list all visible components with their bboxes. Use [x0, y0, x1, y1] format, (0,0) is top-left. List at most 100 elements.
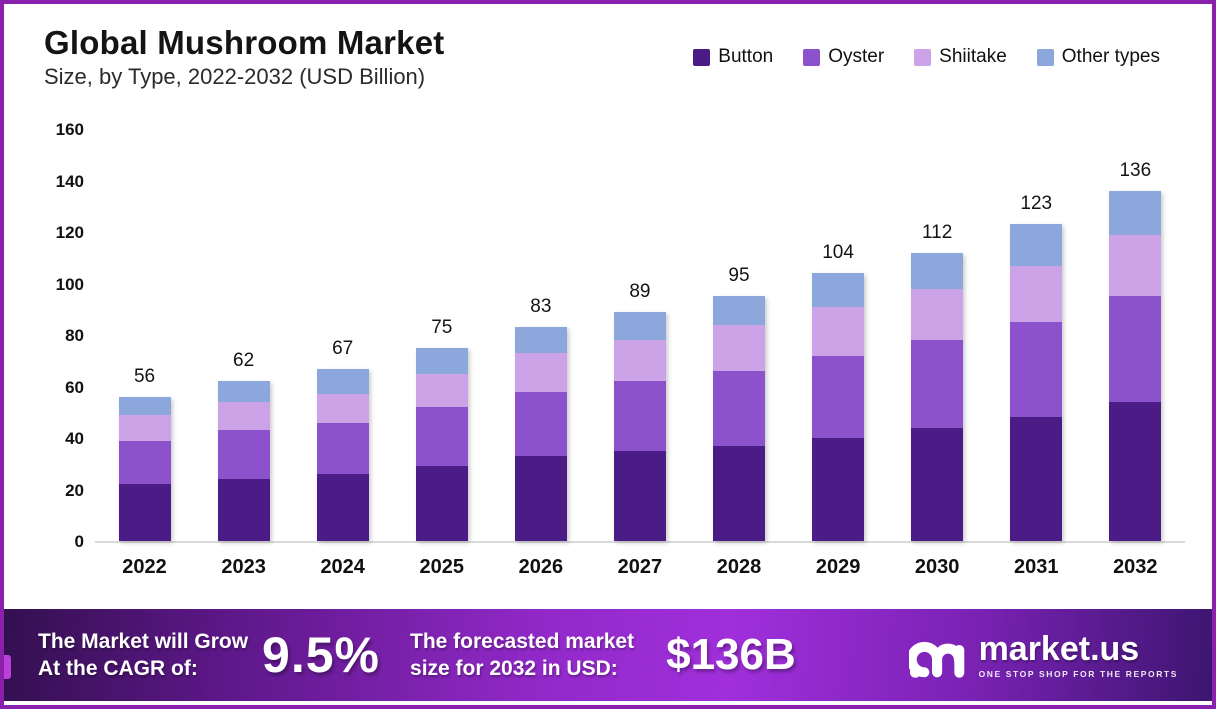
bar-segment [217, 381, 270, 402]
legend-label: Shiitake [939, 46, 1007, 67]
bar-column: 83 [514, 131, 567, 541]
y-tick-label: 140 [55, 171, 84, 191]
bar-column: 136 [1109, 131, 1162, 541]
x-tick-label: 2025 [419, 556, 465, 578]
cagr-label-line1: The Market will Grow [38, 629, 249, 653]
bar-segment [514, 391, 567, 457]
bar-column: 75 [415, 131, 468, 541]
bar-column: 104 [812, 131, 865, 541]
x-tick-label: 2023 [221, 556, 266, 578]
bar-stack [415, 347, 468, 541]
bar-segment [613, 340, 666, 382]
brand-tagline: ONE STOP SHOP FOR THE REPORTS [978, 668, 1178, 679]
legend-label: Button [718, 46, 774, 67]
brand-name: market.us [978, 629, 1140, 668]
bar-segment [613, 311, 666, 341]
bar-segment [316, 474, 369, 541]
bar-column: 95 [713, 131, 765, 541]
y-tick-label: 40 [65, 429, 84, 448]
y-tick-label: 160 [55, 120, 84, 139]
y-tick-label: 60 [65, 377, 84, 397]
bar-segment [118, 440, 171, 485]
bar-segment [217, 401, 270, 431]
bar-total-label: 104 [822, 242, 854, 264]
bar-column: 56 [118, 131, 171, 541]
bar-segment [812, 273, 865, 307]
bar-total-label: 62 [233, 350, 255, 372]
chart-legend: Button Oyster Shiitake Other types [693, 46, 1160, 68]
plot-area: 56 62 67 75 83 89 95 104 112 123 136 [95, 131, 1185, 543]
bar-segment [415, 407, 468, 467]
y-tick-label: 0 [74, 532, 84, 551]
bar-segment [1109, 401, 1162, 541]
legend-swatch [914, 48, 932, 66]
x-tick-label: 2029 [815, 556, 861, 578]
bar-segment [415, 347, 468, 374]
bar-column: 62 [217, 131, 270, 541]
bar-stack [1010, 224, 1063, 541]
bar-segment [911, 427, 964, 541]
bar-column: 89 [613, 131, 666, 541]
bar-total-label: 112 [922, 221, 953, 243]
x-tick-label: 2024 [320, 556, 365, 578]
legend-label: Other types [1061, 46, 1160, 67]
bar-segment [415, 466, 468, 541]
bar-total-label: 56 [133, 365, 156, 387]
legend-swatch [803, 48, 821, 66]
bar-stack [613, 311, 666, 541]
bar-segment [812, 306, 865, 356]
footer-banner: The Market will Grow At the CAGR of: 9.5… [4, 609, 1212, 701]
bar-total-label: 95 [728, 265, 750, 287]
bar-segment [1010, 224, 1063, 266]
bar-stack [217, 381, 270, 541]
forecast-label: The forecasted market size for 2032 in U… [410, 628, 634, 683]
legend-swatch [693, 48, 711, 66]
bar-column: 67 [316, 131, 369, 541]
footer-accent-tab [4, 655, 11, 679]
page-subtitle: Size, by Type, 2022-2032 (USD Billion) [44, 64, 426, 89]
cagr-label: The Market will Grow At the CAGR of: [38, 628, 248, 683]
bar-segment [613, 381, 666, 451]
bar-segment [514, 353, 567, 392]
x-tick-label: 2027 [617, 556, 663, 578]
bar-total-label: 89 [629, 280, 651, 302]
bar-segment [217, 430, 270, 480]
bar-stack [118, 396, 171, 541]
bar-segment [118, 396, 171, 415]
bar-segment [713, 324, 765, 372]
bar-segment [514, 327, 567, 354]
bar-total-label: 83 [530, 296, 552, 318]
page-title: Global Mushroom Market [44, 24, 445, 61]
x-tick-label: 2032 [1113, 556, 1158, 578]
cagr-value: 9.5% [262, 627, 381, 683]
bar-segment [217, 479, 270, 541]
bar-segment [812, 355, 865, 438]
bar-total-label: 67 [332, 337, 354, 359]
x-tick-label: 2028 [716, 556, 762, 578]
bar-segment [316, 422, 369, 475]
x-tick-label: 2022 [122, 556, 167, 578]
bar-column: 112 [911, 131, 964, 541]
cagr-label-line2: At the CAGR of: [38, 657, 198, 680]
bar-total-label: 75 [431, 316, 453, 338]
bar-segment [1109, 234, 1162, 297]
legend-item: Oyster [803, 46, 884, 68]
x-tick-label: 2031 [1013, 556, 1059, 578]
bar-segment [911, 340, 964, 428]
bars-row: 56 62 67 75 83 89 95 104 112 123 136 [95, 131, 1185, 541]
forecast-label-line1: The forecasted market [410, 629, 635, 653]
bar-segment [514, 456, 567, 541]
legend-label: Oyster [828, 46, 885, 67]
y-axis: 0 20 40 60 80 100 120 140 160 [26, 120, 84, 551]
y-tick-label: 80 [65, 326, 84, 345]
bar-segment [1109, 296, 1162, 402]
bar-segment [1109, 190, 1162, 235]
legend-item: Button [693, 46, 773, 68]
forecast-value: $136B [666, 630, 796, 679]
bar-stack [316, 368, 369, 541]
y-tick-label: 20 [65, 480, 84, 500]
bar-segment [911, 252, 964, 289]
chart-header: Global Mushroom Market Size, by Type, 20… [44, 24, 444, 90]
bar-segment [1010, 265, 1063, 323]
